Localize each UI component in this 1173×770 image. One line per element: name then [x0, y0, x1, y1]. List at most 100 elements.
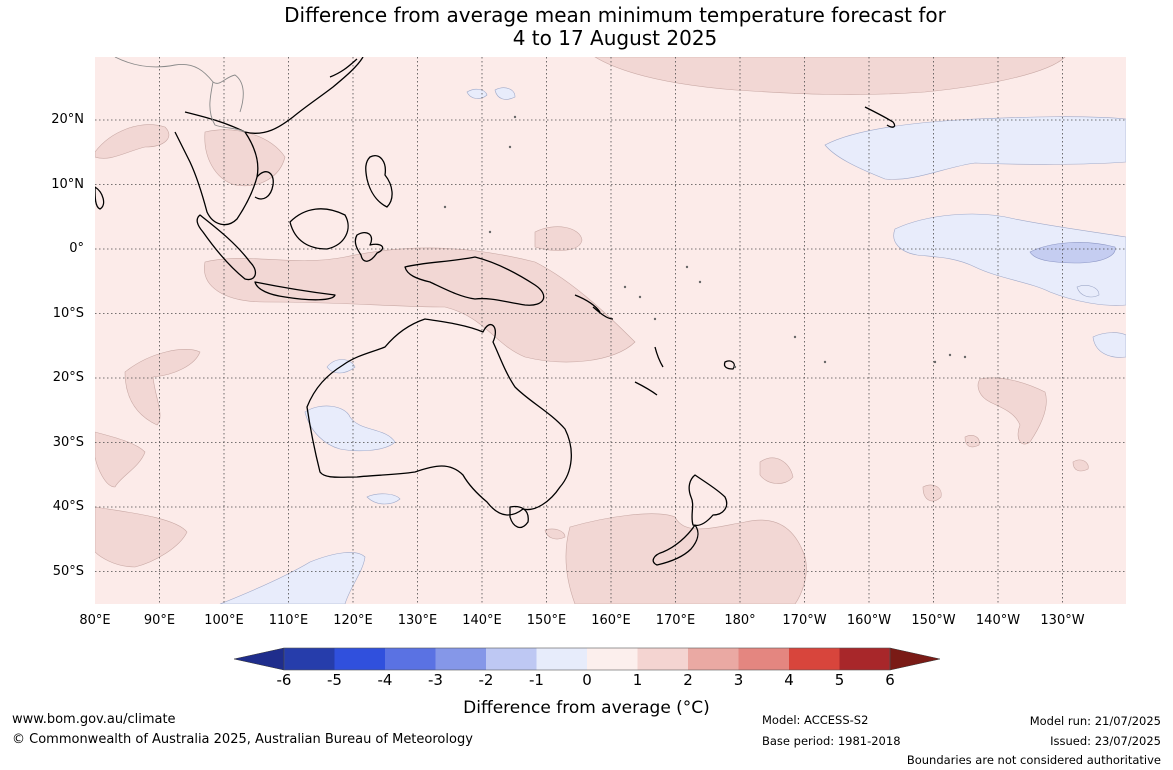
philippines-coastline	[365, 155, 393, 208]
south-pacific-east-blob-3	[964, 435, 980, 448]
latitude-label: 0°	[69, 241, 84, 256]
colorbar-segment	[385, 648, 436, 670]
colorbar-tick-label: 3	[733, 671, 744, 689]
japan-southern	[329, 58, 358, 78]
java-coastline	[254, 281, 336, 301]
colorbar-tick-label: 1	[632, 671, 643, 689]
colorbar-tick-label: -2	[478, 671, 494, 689]
latitude-label: 10°N	[51, 176, 84, 192]
map-title: Difference from average mean minimum tem…	[0, 4, 1173, 50]
island-dot	[733, 365, 737, 369]
colorbar-segment	[637, 648, 689, 670]
borneo-coastline	[289, 208, 349, 250]
latitude-label: 40°S	[52, 499, 84, 514]
footer-model-run: Model run: 21/07/2025	[1029, 714, 1161, 728]
longitude-label: 160°E	[591, 613, 631, 628]
colorbar-tick-label: -1	[529, 671, 544, 689]
vanuatu-islands	[654, 346, 664, 368]
island-dot	[508, 145, 512, 149]
longitude-label: 90°E	[143, 613, 176, 628]
southern-ocean-cool-area	[219, 552, 366, 604]
colorbar-tick-label: -6	[276, 671, 292, 689]
island-dot	[653, 317, 657, 321]
latitude-label: 50°S	[52, 563, 84, 579]
island-dot	[963, 355, 967, 359]
colorbar-tick-label: -4	[377, 671, 393, 689]
australia-coastline	[306, 318, 572, 516]
western-australia-cool-area	[304, 405, 396, 452]
mainland-southeast-asia-coastline	[174, 57, 364, 226]
colorbar-tick-label: 5	[834, 671, 845, 689]
sumatra-coastline	[196, 214, 257, 281]
longitude-label: 150°E	[526, 613, 567, 628]
fiji-islands	[723, 360, 735, 370]
island-dot	[443, 205, 447, 209]
longitude-label: 130°E	[397, 613, 438, 628]
tasman-sea-southern-area	[565, 513, 807, 604]
longitude-label: 110°E	[268, 613, 309, 628]
sri-lanka	[95, 186, 105, 210]
footer-url: www.bom.gov.au/climate	[12, 712, 176, 727]
latitude-label: 20°S	[52, 370, 84, 385]
sulawesi-coastline	[354, 231, 384, 262]
longitude-label: 170°W	[782, 613, 827, 628]
colorbar-arrow-high	[889, 647, 940, 671]
tasman-north-blob	[759, 457, 794, 484]
great-australian-bight-blob	[544, 528, 566, 540]
footer-issued: Issued: 23/07/2025	[1050, 734, 1161, 748]
latitude-label: 20°N	[51, 112, 84, 127]
anomaly-1-to-2-regions	[95, 57, 1089, 604]
south-pacific-east-area	[977, 377, 1047, 445]
equatorial-pacific-cold-core	[1029, 242, 1116, 264]
north-philippines-cool-blob-1	[466, 88, 488, 99]
colorbar-tick-label: -5	[327, 671, 342, 689]
colorbar-title: Difference from average (°C)	[463, 698, 710, 718]
cool-blob-far-east	[1092, 332, 1126, 358]
southern-ocean-west-area	[95, 506, 188, 568]
title-line-2: 4 to 17 August 2025	[512, 26, 718, 50]
pacific-island-dots	[443, 115, 967, 369]
anomaly-minus1-to-0-regions	[219, 87, 1126, 604]
island-dot	[513, 115, 517, 119]
anomaly-map	[95, 57, 1126, 604]
colorbar-segment	[839, 648, 891, 670]
island-dot	[488, 230, 492, 234]
island-dot	[793, 335, 797, 339]
coastlines	[95, 57, 896, 566]
colorbar-segment	[789, 648, 840, 670]
colorbar-segment	[334, 648, 386, 670]
colorbar-segment	[536, 648, 588, 670]
longitude-label: 140°E	[462, 613, 502, 628]
tasmania-coastline	[509, 505, 529, 529]
island-dot	[823, 360, 827, 364]
cool-blob-small-east	[1076, 285, 1100, 298]
colorbar	[234, 647, 940, 671]
island-dot	[698, 280, 702, 284]
longitude-label: 150°W	[911, 613, 956, 628]
colorbar-frame	[283, 647, 891, 671]
colorbar-tick-label: 4	[784, 671, 794, 689]
colorbar-segment	[284, 648, 335, 670]
new-caledonia	[634, 381, 658, 396]
graticule-lines	[95, 57, 1126, 604]
bay-of-bengal-warm-area	[95, 124, 170, 159]
asia-boundaries	[114, 57, 246, 133]
island-dot	[638, 295, 642, 299]
footer-disclaimer: Boundaries are not considered authoritat…	[906, 753, 1161, 767]
longitude-label: 100°E	[204, 613, 244, 628]
south-pacific-east-blob-1	[922, 484, 942, 502]
island-dot	[933, 360, 937, 364]
colorbar-tick-label: 6	[885, 671, 895, 689]
south-pacific-east-blob-2	[1072, 459, 1089, 472]
indochina-coastline	[254, 171, 274, 200]
north-philippines-cool-blob-2	[494, 87, 516, 100]
hawaii-islands	[864, 106, 896, 128]
colorbar-segment	[587, 648, 638, 670]
north-pacific-cool-area	[824, 116, 1126, 180]
anomaly-minus2-to-minus1-regions	[1029, 242, 1116, 264]
longitude-label: 130°W	[1040, 613, 1085, 628]
equatorial-pacific-warm-blob	[534, 226, 583, 251]
footer-base-period: Base period: 1981-2018	[762, 734, 901, 748]
new-guinea-coastline	[404, 256, 545, 306]
latitude-label: 30°S	[52, 434, 84, 450]
